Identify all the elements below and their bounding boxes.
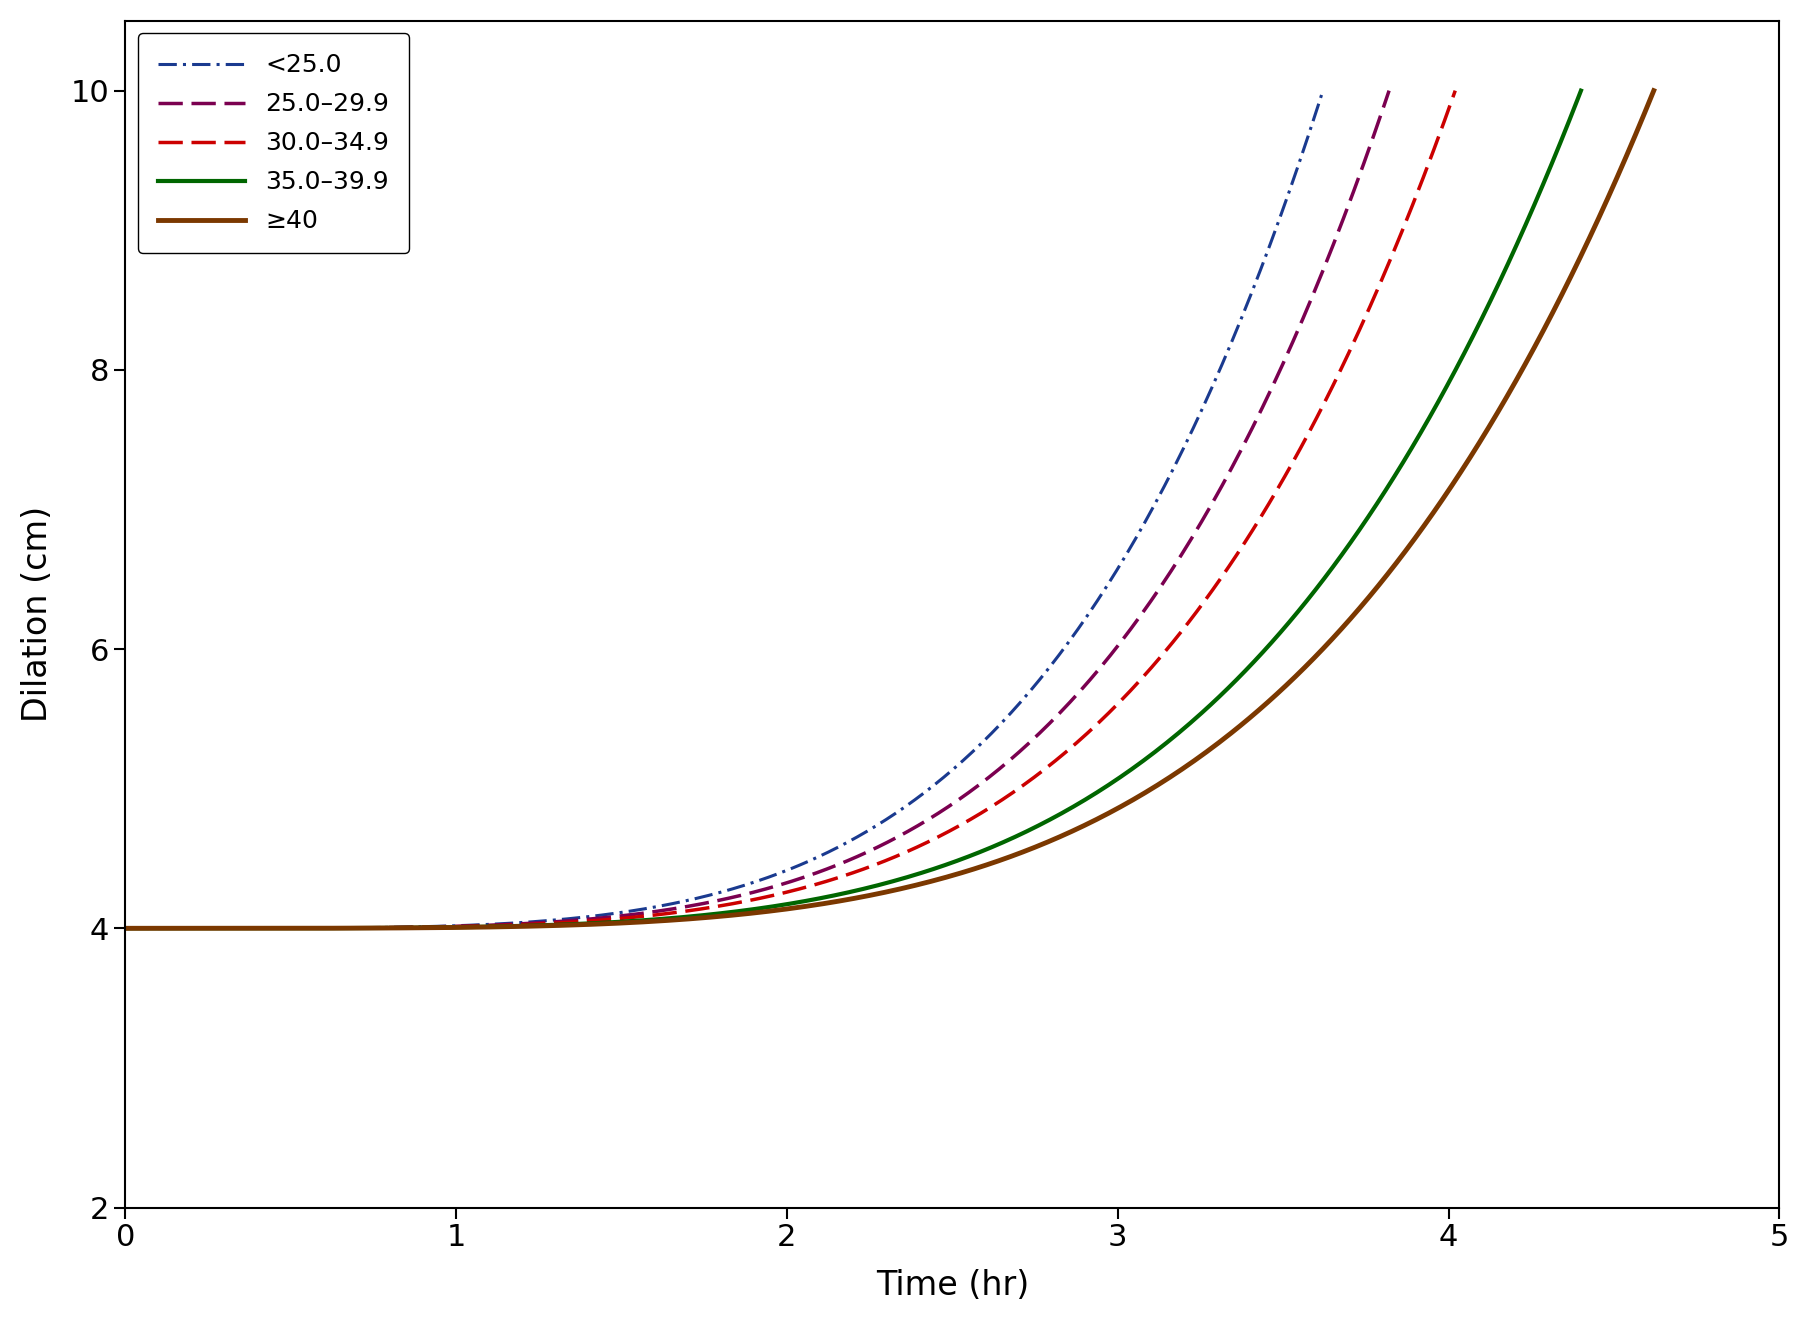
Line: 25.0–29.9: 25.0–29.9 xyxy=(125,91,1388,929)
<25.0 xyxy=(114,921,136,937)
<25.0 xyxy=(690,889,711,905)
30.0–34.9 xyxy=(114,921,136,937)
<25.0 xyxy=(827,839,849,855)
Line: 35.0–39.9: 35.0–39.9 xyxy=(125,91,1580,929)
<25.0 xyxy=(682,890,704,906)
30.0–34.9 xyxy=(1412,169,1434,185)
25.0–29.9 xyxy=(1348,169,1370,185)
30.0–34.9 xyxy=(1444,83,1466,99)
<25.0 xyxy=(1283,169,1305,185)
Y-axis label: Dilation (cm): Dilation (cm) xyxy=(22,507,54,722)
≥40 xyxy=(114,921,136,937)
<25.0 xyxy=(762,868,784,884)
25.0–29.9 xyxy=(722,889,744,905)
30.0–34.9 xyxy=(746,890,767,906)
35.0–39.9 xyxy=(1307,578,1329,594)
Line: 30.0–34.9: 30.0–34.9 xyxy=(125,91,1455,929)
Line: <25.0: <25.0 xyxy=(125,91,1323,929)
25.0–29.9 xyxy=(715,890,737,906)
Legend: <25.0, 25.0–29.9, 30.0–34.9, 35.0–39.9, ≥40: <25.0, 25.0–29.9, 30.0–34.9, 35.0–39.9, … xyxy=(138,33,409,253)
30.0–34.9 xyxy=(834,868,856,884)
30.0–34.9 xyxy=(907,839,929,855)
35.0–39.9 xyxy=(114,921,136,937)
25.0–29.9 xyxy=(798,868,820,884)
35.0–39.9 xyxy=(805,890,827,906)
≥40 xyxy=(1643,83,1665,99)
<25.0 xyxy=(1097,578,1119,594)
≥40 xyxy=(840,890,862,906)
≥40 xyxy=(1605,169,1627,185)
35.0–39.9 xyxy=(1569,83,1591,99)
25.0–29.9 xyxy=(1151,578,1173,594)
≥40 xyxy=(1024,839,1046,855)
25.0–29.9 xyxy=(1377,83,1399,99)
30.0–34.9 xyxy=(755,889,776,905)
≥40 xyxy=(941,868,963,884)
35.0–39.9 xyxy=(981,839,1003,855)
Line: ≥40: ≥40 xyxy=(125,91,1654,929)
30.0–34.9 xyxy=(1204,578,1225,594)
<25.0 xyxy=(1312,83,1334,99)
35.0–39.9 xyxy=(1535,169,1557,185)
≥40 xyxy=(1367,578,1388,594)
35.0–39.9 xyxy=(901,868,923,884)
35.0–39.9 xyxy=(814,889,836,905)
25.0–29.9 xyxy=(867,839,889,855)
25.0–29.9 xyxy=(114,921,136,937)
X-axis label: Time (hr): Time (hr) xyxy=(876,1269,1028,1302)
≥40 xyxy=(849,889,871,905)
